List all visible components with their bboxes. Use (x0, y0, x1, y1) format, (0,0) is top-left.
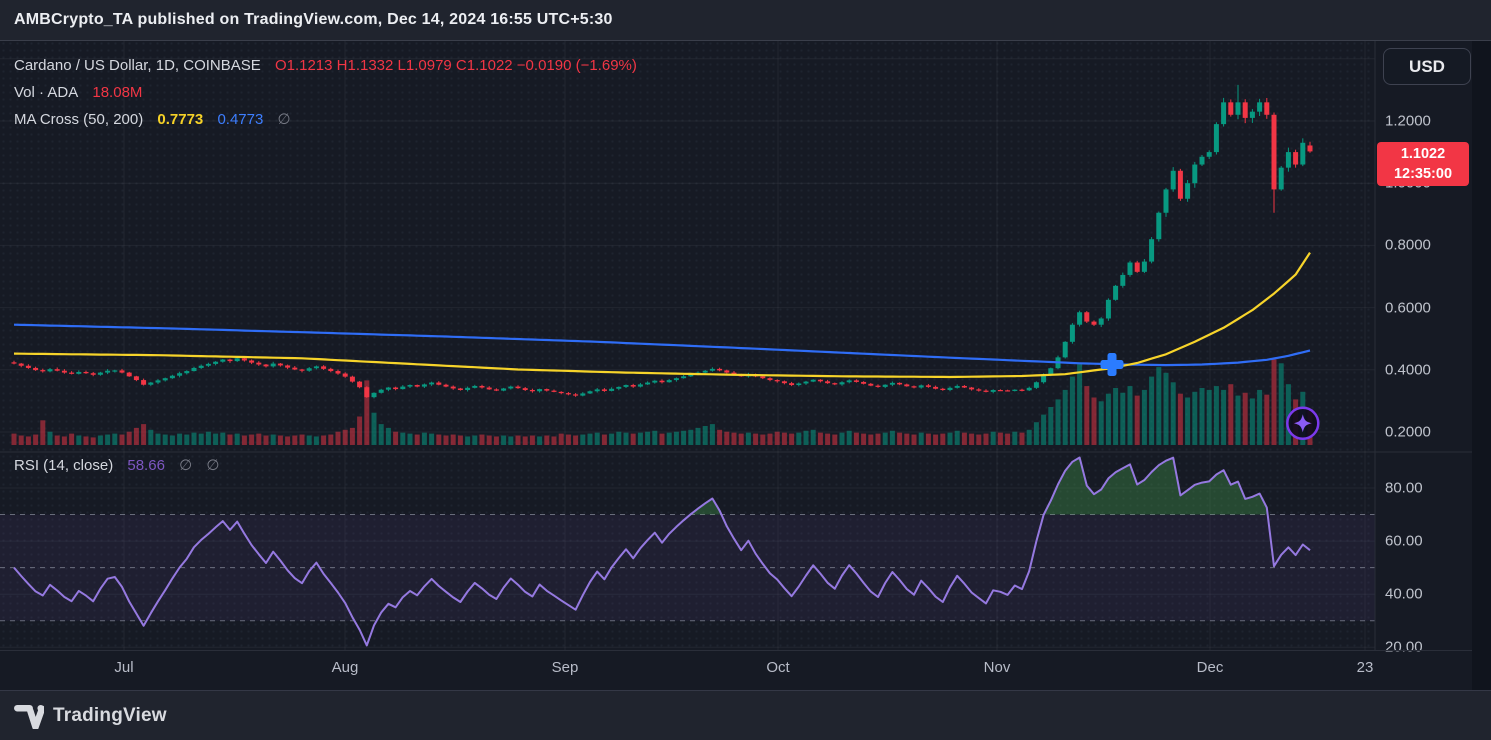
symbol-title: Cardano / US Dollar, 1D, COINBASE (14, 57, 261, 74)
footer-bar: TradingView (0, 690, 1491, 740)
price-tick-label: 0.6000 (1385, 299, 1431, 317)
symbol-row: Cardano / US Dollar, 1D, COINBASE O1.121… (14, 52, 637, 79)
rsi-tick-label: 20.00 (1385, 638, 1423, 656)
last-price: 1.1022 (1400, 146, 1446, 162)
time-tick-label: Dec (1196, 659, 1224, 676)
price-axis[interactable]: 1.20001.00000.80000.60000.40000.200080.0… (1375, 40, 1472, 690)
ma200-line (13, 323, 1311, 367)
rsi-tick-label: 60.00 (1385, 532, 1423, 550)
rsi-tick-label: 80.00 (1385, 479, 1423, 497)
rsi-empty-set-2: ∅ (206, 457, 220, 474)
rsi-empty-set-1: ∅ (179, 457, 193, 474)
price-tick-label: 1.2000 (1385, 112, 1431, 130)
time-tick-label: 23 (1356, 659, 1374, 676)
price-tick-label: 0.4000 (1385, 361, 1431, 379)
main-legend: Cardano / US Dollar, 1D, COINBASE O1.121… (14, 52, 637, 133)
time-tick-label: Jul (114, 659, 134, 676)
volume-label: Vol · ADA (14, 84, 79, 101)
last-price-badge[interactable]: 1.1022 12:35:00 (1377, 142, 1469, 186)
rsi-band (0, 514, 1375, 621)
ma-cross-row: MA Cross (50, 200) 0.7773 0.4773 ∅ (14, 106, 637, 133)
ma-empty-set: ∅ (277, 111, 291, 128)
rsi-value: 58.66 (127, 457, 165, 474)
ma200-value: 0.4773 (217, 111, 264, 128)
bar-countdown: 12:35:00 (1393, 166, 1453, 182)
rsi-legend: RSI (14, close) 58.66 ∅ ∅ (14, 456, 219, 474)
currency-toggle-button[interactable]: USD (1383, 48, 1471, 85)
rsi-line (13, 456, 1311, 647)
rsi-tick-label: 40.00 (1385, 585, 1423, 603)
price-tick-label: 0.8000 (1385, 236, 1431, 254)
ohlc-values: O1.1213 H1.1332 L1.0979 C1.1022 −0.0190 … (274, 57, 637, 74)
attribution-bar: AMBCrypto_TA published on TradingView.co… (0, 0, 1491, 41)
ma50-value: 0.7773 (157, 111, 204, 128)
price-tick-label: 0.2000 (1385, 423, 1431, 441)
time-tick-label: Oct (766, 659, 790, 676)
ma50-line (13, 251, 1311, 379)
tradingview-brand-text[interactable]: TradingView (53, 705, 167, 726)
volume-value: 18.08M (92, 84, 143, 101)
ma-cross-label: MA Cross (50, 200) (14, 111, 144, 128)
rsi-overbought-fill (14, 457, 1310, 515)
volume-bars (11, 359, 1313, 445)
right-margin-strip (1472, 40, 1491, 690)
volume-row: Vol · ADA 18.08M (14, 79, 637, 106)
time-axis[interactable]: Jul Aug Sep Oct Nov Dec 23 (0, 650, 1472, 691)
sparkle-marker-icon[interactable] (1286, 406, 1320, 441)
candlesticks (11, 84, 1313, 399)
tradingview-logo-icon[interactable] (14, 703, 44, 729)
rsi-label: RSI (14, close) (14, 457, 114, 474)
time-tick-label: Aug (331, 659, 359, 676)
time-tick-label: Sep (551, 659, 579, 676)
published-line: AMBCrypto_TA published on TradingView.co… (14, 11, 613, 28)
time-tick-label: Nov (983, 659, 1011, 676)
golden-cross-marker-icon (1100, 353, 1124, 377)
